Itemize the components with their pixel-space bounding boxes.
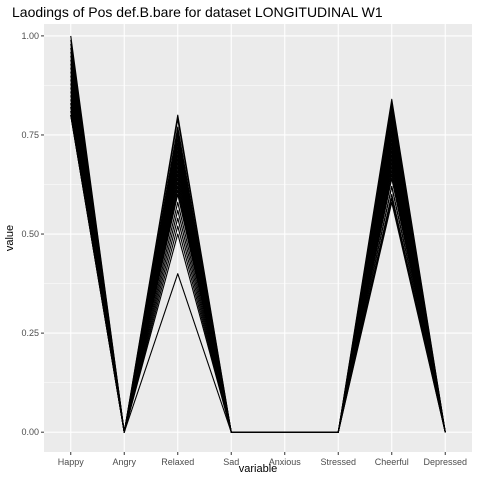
x-tick-label: Angry xyxy=(112,457,136,467)
y-axis-title: value xyxy=(4,225,16,251)
series-lines xyxy=(70,35,446,433)
x-tick-label: Sad xyxy=(223,457,239,467)
series-line xyxy=(70,115,446,433)
x-tick-label: Happy xyxy=(58,457,85,467)
x-axis: Happy Angry Relaxed Sad Anxious Stressed Cheer… xyxy=(58,452,467,467)
x-tick-label: Anxious xyxy=(269,457,302,467)
x-axis-title: variable xyxy=(239,463,278,475)
grid-major xyxy=(44,24,472,452)
x-tick-label: Stressed xyxy=(320,457,356,467)
y-tick-label: 0.25 xyxy=(21,328,39,338)
x-tick-label: Depressed xyxy=(423,457,467,467)
y-tick-label: 0.50 xyxy=(21,229,39,239)
x-tick-label: Relaxed xyxy=(161,457,194,467)
y-tick-label: 1.00 xyxy=(21,31,39,41)
x-tick-label: Cheerful xyxy=(375,457,409,467)
y-tick-label: 0.75 xyxy=(21,130,39,140)
y-axis: 0.00 0.25 0.50 0.75 1.00 xyxy=(21,31,44,437)
y-tick-label: 0.00 xyxy=(21,427,39,437)
chart-title: Laodings of Pos def.B.bare for dataset L… xyxy=(12,4,383,20)
